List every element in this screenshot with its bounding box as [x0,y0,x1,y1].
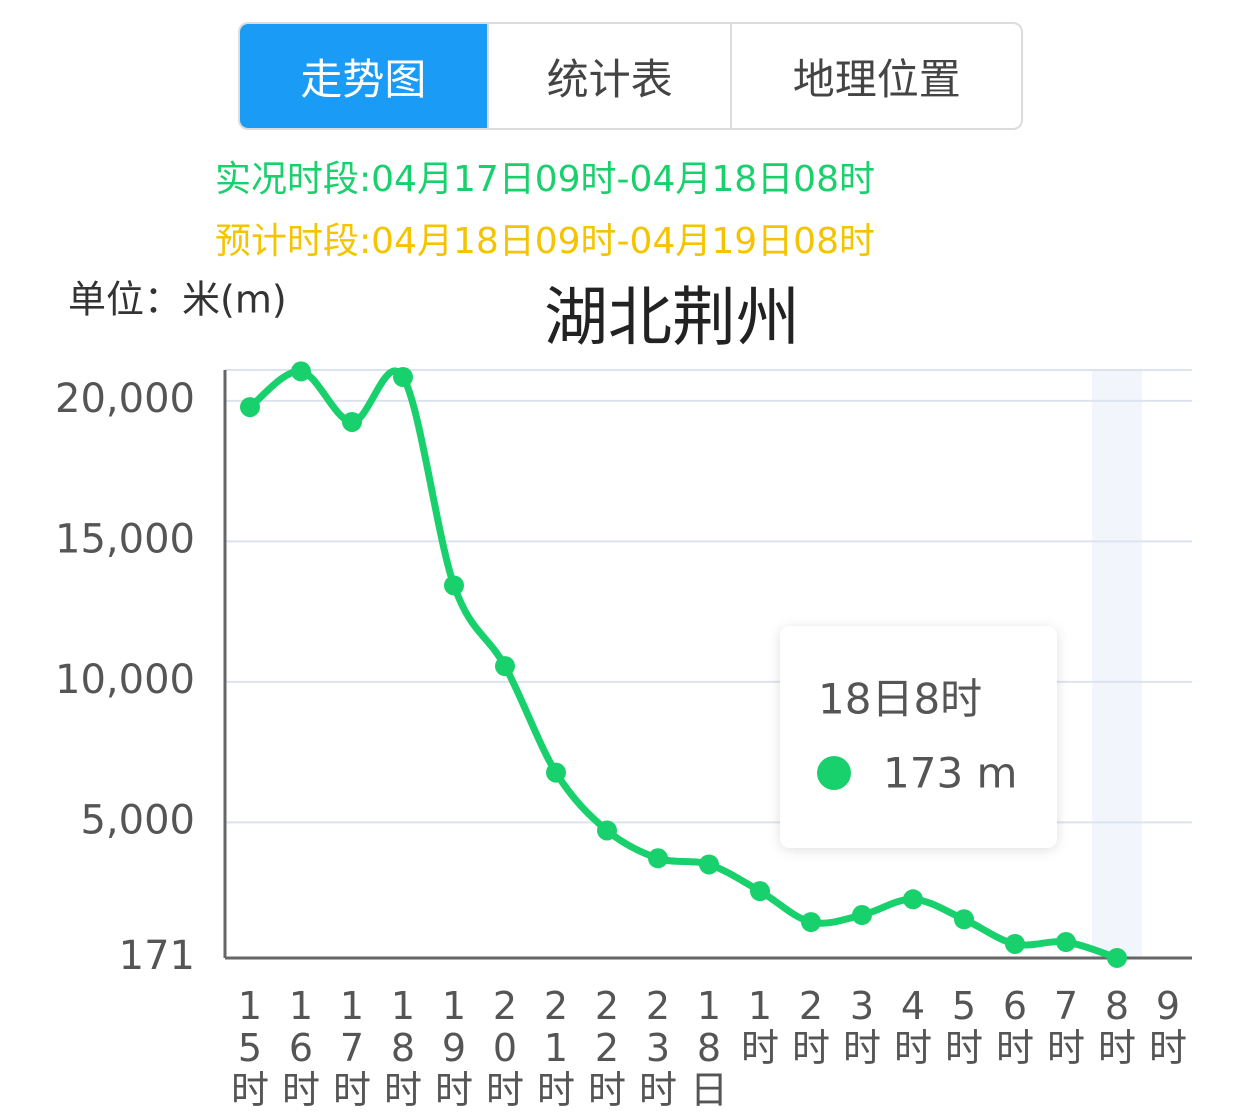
y-tick-label: 20,000 [55,376,195,422]
point [801,912,821,933]
tooltip: 18日8时 173 m [780,626,1057,848]
x-tick-label: 6时 [995,984,1034,1070]
tab-bar: 走势图 统计表 地理位置 [238,22,1023,130]
point [444,575,464,596]
x-tick-label: 4时 [893,984,932,1070]
point [597,820,617,841]
highlight-band [1092,370,1142,958]
tab[interactable]: 地理位置 [792,54,961,104]
tooltip-dot [817,756,851,790]
point [699,854,719,875]
point [750,881,770,902]
point [546,762,566,783]
unit-label: 单位：米(m) [68,278,287,322]
point [1056,932,1076,953]
x-tick-label: 21时 [536,984,575,1112]
x-tick-label: 8时 [1097,984,1136,1070]
tab[interactable]: 走势图 [240,24,489,128]
y-tick-label: 5,000 [80,797,195,843]
point [342,411,362,432]
x-tick-label: 18日 [689,984,728,1112]
x-tick-label: 23时 [638,984,677,1112]
point [1005,933,1025,954]
chart-title: 湖北荆州 [544,282,800,356]
y-tick-label: 171 [119,933,195,979]
legend-label: 实况时段:04月17日09时-04月18日08时 [215,159,875,200]
y-tick-label: 15,000 [55,516,195,562]
x-tick-label: 19时 [434,984,473,1112]
x-tick-label: 18时 [383,984,422,1112]
x-tick-label: 9时 [1148,984,1187,1070]
y-tick-label: 10,000 [55,657,195,703]
point [903,889,923,910]
x-tick-label: 5时 [944,984,983,1070]
x-tick-label: 1时 [740,984,779,1070]
x-tick-label: 17时 [332,984,371,1112]
tooltip-value: 173 m [883,749,1017,798]
x-tick-label: 20时 [485,984,524,1112]
tab[interactable]: 统计表 [489,24,733,128]
legend-label: 预计时段:04月18日09时-04月19日08时 [215,221,875,262]
point [648,848,668,869]
point [495,656,515,677]
x-tick-label: 22时 [587,984,626,1112]
x-tick-label: 2时 [791,984,830,1070]
point [1107,947,1127,968]
point [954,909,974,930]
point [240,397,260,418]
tooltip-box [780,626,1057,848]
tooltip-title: 18日8时 [818,675,982,724]
point [852,905,872,926]
x-tick-label: 3时 [842,984,881,1070]
x-tick-label: 7时 [1046,984,1085,1070]
point [393,367,413,388]
x-tick-label: 15时 [230,984,269,1112]
x-tick-label: 16时 [281,984,320,1112]
point [291,361,311,382]
